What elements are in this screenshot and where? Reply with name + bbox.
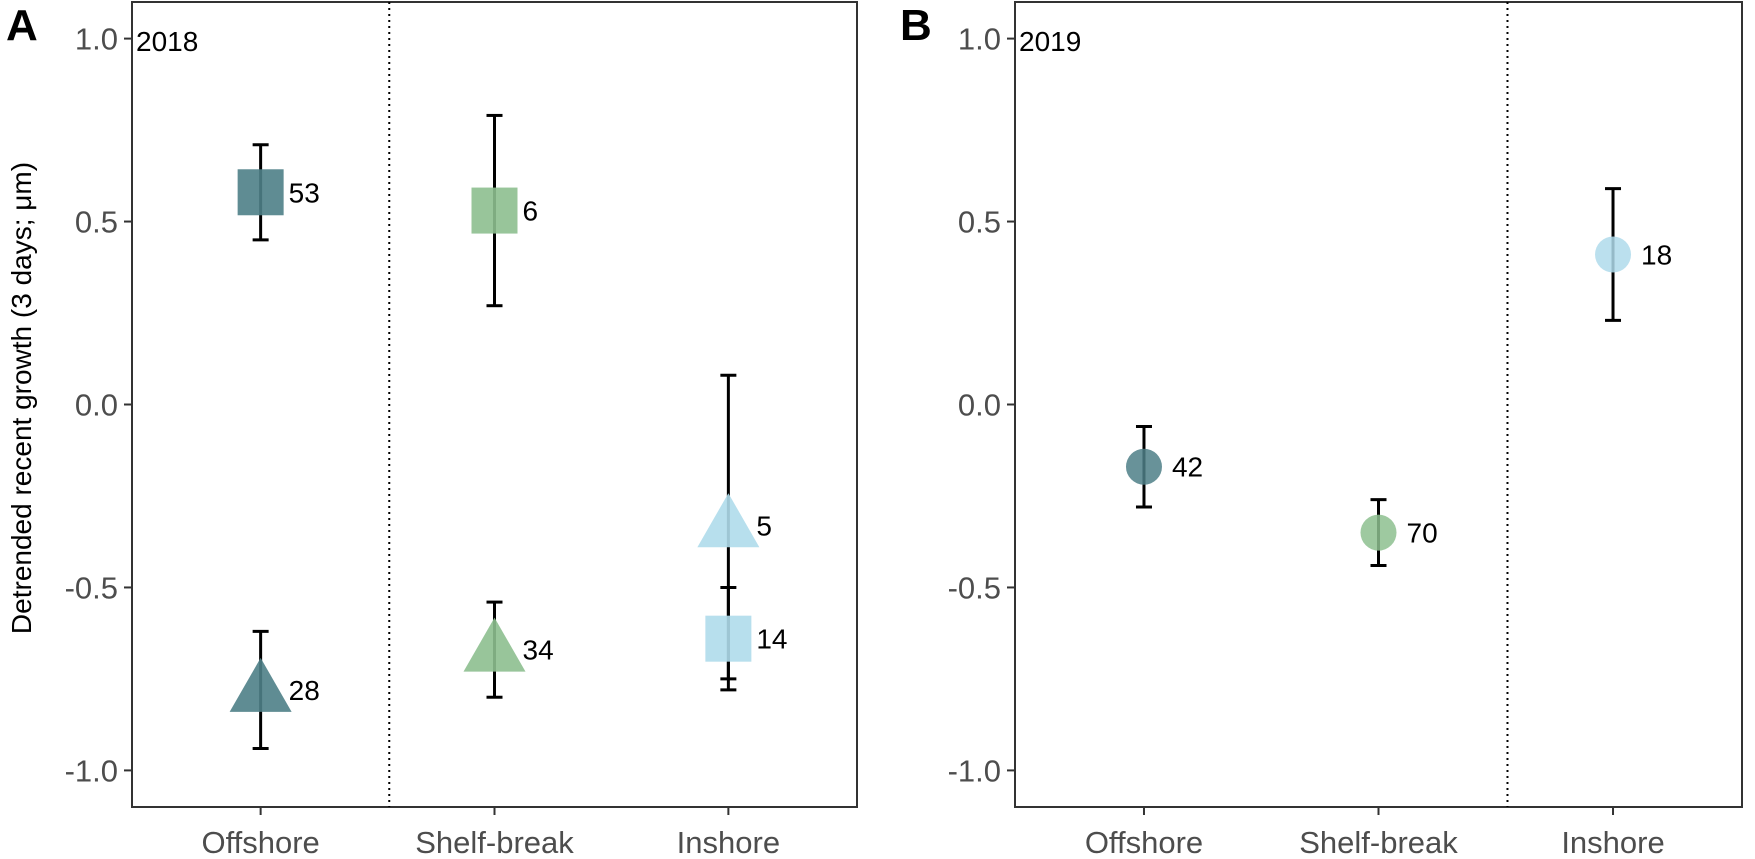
panel-a-shelf-break-square-point: [471, 187, 518, 234]
panel-a-x-ticks: Offshore Shelf-break Inshore: [201, 807, 780, 859]
panel-a-y-tick-label: 1.0: [75, 22, 118, 57]
panel-b-offshore-circle-n-label: 42: [1172, 452, 1203, 483]
panel-a-inshore-triangle-n-label: 5: [756, 510, 772, 541]
panel-a-x-tick-label-shelf-break: Shelf-break: [415, 825, 574, 859]
panel-b-y-tick-label: 1.0: [958, 22, 1001, 57]
panel-b-x-tick-label-inshore: Inshore: [1561, 825, 1664, 859]
panel-b-shelf-break-circle-n-label: 70: [1407, 518, 1438, 549]
panel-a-year-label: 2018: [136, 26, 198, 57]
panel-a: A 2018 1.0 0.5 0.0 -0.5 -1.0 Offshore Shelf-b…: [6, 1, 858, 859]
panel-b-y-ticks: 1.0 0.5 0.0 -0.5 -1.0: [948, 22, 1015, 788]
panel-a-shelf-break-triangle-point: [463, 617, 526, 672]
panel-a-y-tick-label: 0.5: [75, 205, 118, 240]
panel-b-inshore-circle-point: [1595, 236, 1632, 273]
panel-b-x-tick-label-offshore: Offshore: [1085, 825, 1203, 859]
panel-a-x-tick-label-inshore: Inshore: [677, 825, 780, 859]
panel-a-offshore-square-n-label: 53: [289, 177, 320, 208]
panel-a-y-tick-label: -0.5: [65, 570, 118, 605]
panel-b-year-label: 2019: [1019, 26, 1081, 57]
panel-b-inshore-circle-n-label: 18: [1641, 239, 1672, 270]
panel-a-offshore-square-point: [237, 169, 284, 216]
panel-a-marks: 53 28 6 34 5 14: [229, 113, 788, 750]
panel-a-offshore-triangle-n-label: 28: [289, 675, 320, 706]
panel-a-y-tick-label: 0.0: [75, 388, 118, 423]
panel-a-inshore-square-n-label: 14: [756, 624, 787, 655]
panel-a-x-tick-label-offshore: Offshore: [201, 825, 319, 859]
panel-a-offshore-triangle-point: [229, 657, 292, 712]
panel-b-y-tick-label: 0.0: [958, 388, 1001, 423]
panel-a-tag: A: [6, 1, 38, 50]
panel-a-shelf-break-triangle-n-label: 34: [523, 635, 554, 666]
panel-a-inshore-square-point: [705, 615, 752, 662]
y-axis-label: Detrended recent growth (3 days; μm): [6, 162, 37, 634]
panel-a-inshore-triangle-point: [697, 493, 760, 548]
panel-a-y-tick-label: -1.0: [65, 753, 118, 788]
panel-b-offshore-circle-point: [1125, 448, 1162, 485]
panel-b-x-tick-label-shelf-break: Shelf-break: [1299, 825, 1458, 859]
panel-b-tag: B: [900, 1, 932, 50]
y-axis-label-group: Detrended recent growth (3 days; μm): [6, 162, 37, 634]
panel-a-y-ticks: 1.0 0.5 0.0 -0.5 -1.0: [65, 22, 132, 788]
panel-b-y-tick-label: 0.5: [958, 205, 1001, 240]
panel-b-x-ticks: Offshore Shelf-break Inshore: [1085, 807, 1665, 859]
panel-b: B 2019 1.0 0.5 0.0 -0.5 -1.0 Offshore Shelf-b…: [900, 1, 1743, 859]
panel-b-shelf-break-circle-point: [1360, 514, 1397, 551]
panel-b-y-tick-label: -0.5: [948, 570, 1001, 605]
panel-b-y-tick-label: -1.0: [948, 753, 1001, 788]
panel-a-shelf-break-square-n-label: 6: [523, 196, 539, 227]
panel-b-frame: [1014, 1, 1743, 808]
panel-b-marks: 42 70 18: [1125, 187, 1672, 567]
